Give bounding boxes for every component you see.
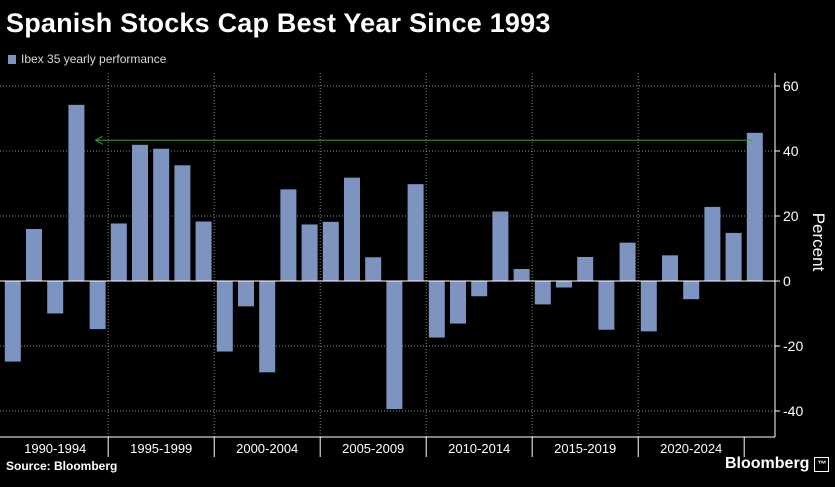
x-tick-label: 2015-2019 <box>554 441 616 456</box>
bar-1990 <box>4 281 21 362</box>
bar-2010 <box>428 281 445 338</box>
brand-logo: Bloomberg ™ <box>725 455 830 473</box>
bar-2004 <box>301 224 318 281</box>
bar-2001 <box>238 281 254 307</box>
y-tick-label: 40 <box>783 143 799 159</box>
legend-label: Ibex 35 yearly performance <box>21 52 167 66</box>
bar-2025 <box>746 132 763 281</box>
bar-2015 <box>534 281 551 305</box>
bar-2003 <box>280 189 297 281</box>
bar-2011 <box>450 281 466 324</box>
y-tick-label: -40 <box>783 403 803 419</box>
bar-2018 <box>598 281 615 330</box>
bar-1994 <box>89 281 106 330</box>
bar-2020 <box>640 281 657 332</box>
y-tick-label: 60 <box>783 78 799 94</box>
bar-2008 <box>386 281 403 410</box>
bar-2013 <box>492 211 509 281</box>
bar-2009 <box>407 184 424 281</box>
x-tick-label: 1990-1994 <box>24 441 86 456</box>
bar-2006 <box>344 177 360 281</box>
bar-2002 <box>259 281 276 373</box>
bar-1991 <box>26 229 42 281</box>
bar-2024 <box>725 232 742 281</box>
bar-1998 <box>174 165 191 281</box>
bar-2016 <box>556 281 572 288</box>
y-axis-title: Percent <box>809 213 828 272</box>
x-tick-label: 2010-2014 <box>448 441 510 456</box>
x-tick-label: 2005-2009 <box>342 441 404 456</box>
bar-2019 <box>619 242 636 281</box>
bar-2017 <box>577 256 594 281</box>
source-note: Source: Bloomberg <box>6 459 118 473</box>
bar-2014 <box>513 268 530 281</box>
bar-1999 <box>195 221 212 281</box>
legend: Ibex 35 yearly performance <box>8 52 166 66</box>
brand-badge-icon: ™ <box>814 456 830 472</box>
legend-swatch-icon <box>8 54 16 64</box>
annotation-arrowhead-icon <box>94 135 103 145</box>
bar-2023 <box>704 206 721 281</box>
y-tick-label: -20 <box>783 338 803 354</box>
bar-2000 <box>216 281 233 352</box>
bar-2012 <box>471 281 488 297</box>
x-tick-label: 1995-1999 <box>130 441 192 456</box>
bar-1993 <box>68 104 85 281</box>
x-tick-label: 2020-2024 <box>660 441 722 456</box>
bar-2007 <box>365 257 382 281</box>
bar-1997 <box>153 148 170 281</box>
bar-2021 <box>662 255 678 281</box>
bar-1992 <box>47 281 64 314</box>
bar-2022 <box>683 281 700 300</box>
bar-1996 <box>132 144 148 281</box>
y-tick-label: 0 <box>783 273 791 289</box>
bar-2005 <box>322 221 339 281</box>
bar-1995 <box>110 223 127 281</box>
chart-title: Spanish Stocks Cap Best Year Since 1993 <box>6 8 551 38</box>
brand-name: Bloomberg <box>725 455 810 472</box>
x-tick-label: 2000-2004 <box>236 441 298 456</box>
y-tick-label: 20 <box>783 208 799 224</box>
